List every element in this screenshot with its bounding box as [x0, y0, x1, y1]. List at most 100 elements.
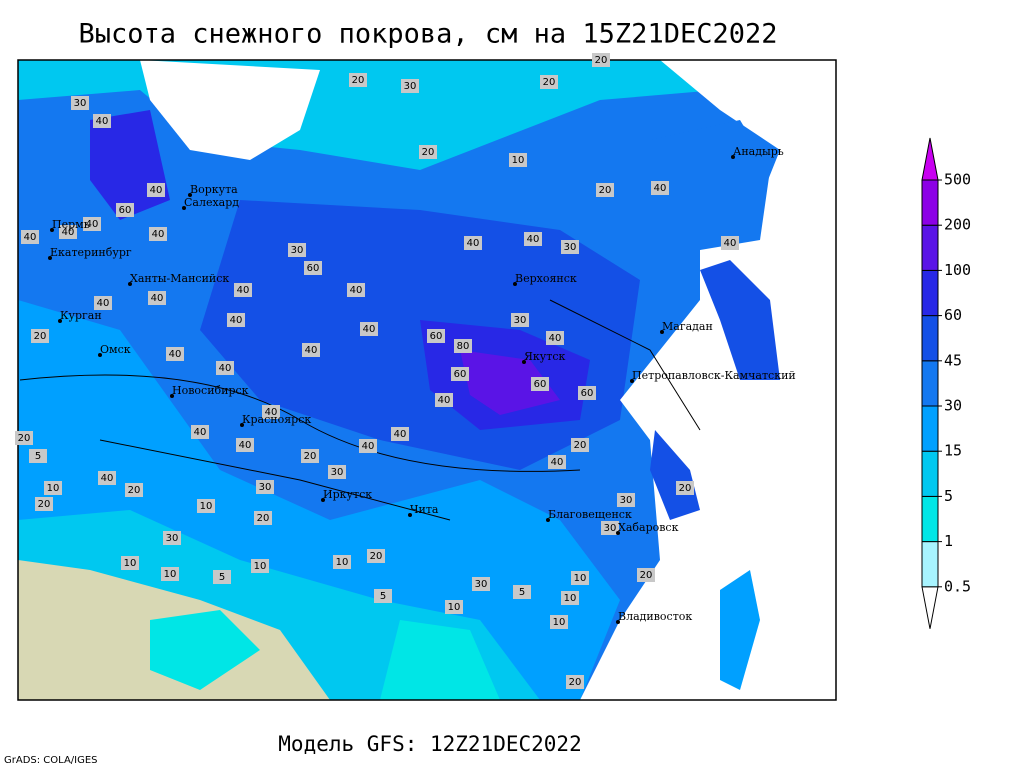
colorbar-band [921, 224, 939, 271]
contour-label-box [328, 465, 346, 479]
contour-label-box [349, 73, 367, 87]
contour-label: 40 [86, 219, 99, 230]
city-dot [630, 379, 634, 383]
contour-label-box [44, 481, 62, 495]
city-dot [408, 513, 412, 517]
city-dot [513, 282, 517, 286]
contour-label-box [29, 449, 47, 463]
colorbar-end [921, 586, 939, 629]
contour-label-box [561, 240, 579, 254]
contour-label: 40 [152, 229, 165, 240]
contour-label-box [15, 431, 33, 445]
colorbar-label: 60 [944, 306, 962, 324]
city-dot [50, 228, 54, 232]
contour-label: 20 [257, 513, 270, 524]
contour-label: 40 [239, 440, 252, 451]
city-dot [182, 206, 186, 210]
contour-label: 40 [467, 238, 480, 249]
contour-label-box [59, 225, 77, 239]
contour-label-box [116, 203, 134, 217]
contour-label-box [256, 480, 274, 494]
contour-label: 20 [370, 551, 383, 562]
model-caption: Модель GFS: 12Z21DEC2022 [278, 732, 581, 756]
colorbar-band [921, 541, 939, 588]
city-dot [128, 282, 132, 286]
city-dot [240, 423, 244, 427]
contour-label: 10 [200, 501, 213, 512]
contour-label: 20 [679, 483, 692, 494]
colorbar-band [921, 315, 939, 362]
city-dot [731, 155, 735, 159]
contour-label-box [149, 227, 167, 241]
contour-label: 10 [564, 593, 577, 604]
city-label: Верхоянск [515, 272, 577, 285]
contour-label: 30 [259, 482, 272, 493]
contour-label-box [35, 497, 53, 511]
contour-label-box [637, 568, 655, 582]
contour-label-box [374, 589, 392, 603]
contour-label: 30 [404, 81, 417, 92]
contour-label: 40 [230, 315, 243, 326]
contour-label-box [601, 521, 619, 535]
contour-label-box [419, 145, 437, 159]
contour-label: 60 [534, 379, 547, 390]
contour-label: 40 [350, 285, 363, 296]
contour-label: 40 [394, 429, 407, 440]
contour-label: 20 [128, 485, 141, 496]
contour-label-box [546, 331, 564, 345]
contour-label: 40 [62, 227, 75, 238]
contour-label: 40 [219, 363, 232, 374]
colorbar-band [921, 495, 939, 543]
contour-label: 40 [438, 395, 451, 406]
contour-label: 80 [457, 341, 470, 352]
contour-label-box [125, 483, 143, 497]
contour-label-box [472, 577, 490, 591]
contour-label: 20 [640, 570, 653, 581]
city-dot [616, 531, 620, 535]
contour-label-box [31, 329, 49, 343]
city-dot [660, 330, 664, 334]
contour-label-box [435, 393, 453, 407]
title: Высота снежного покрова, см на 15Z21DEC2… [79, 19, 778, 50]
contour-label-box [227, 313, 245, 327]
contour-label-box [121, 556, 139, 570]
contour-label: 30 [564, 242, 577, 253]
contour-label-box [71, 96, 89, 110]
colorbar-end [921, 137, 939, 181]
contour-label: 5 [35, 451, 41, 462]
city-label: Хабаровск [618, 521, 679, 534]
map-frame [17, 59, 837, 701]
city-label: Красноярск [242, 413, 311, 426]
contour-label-box [367, 549, 385, 563]
colorbar-label: 15 [944, 442, 962, 460]
contour-label-box [213, 570, 231, 584]
contour-label-box [676, 481, 694, 495]
contour-label-box [216, 361, 234, 375]
contour-label: 10 [574, 573, 587, 584]
contour-label-box [571, 438, 589, 452]
contour-label: 40 [151, 293, 164, 304]
contour-label: 20 [569, 677, 582, 688]
city-dot [616, 620, 620, 624]
contour-label-box [191, 425, 209, 439]
contour-label-box [548, 455, 566, 469]
city-dot [170, 394, 174, 398]
contour-label: 5 [519, 587, 525, 598]
contour-label-box [531, 377, 549, 391]
colorbar-label: 500 [944, 171, 971, 189]
city-dot [58, 319, 62, 323]
contour-label-box [524, 232, 542, 246]
contour-label-box [21, 230, 39, 244]
contour-label-box [511, 313, 529, 327]
contour-label: 5 [219, 572, 225, 583]
contour-label-box [401, 79, 419, 93]
contour-label-box [464, 236, 482, 250]
contour-label: 40 [101, 473, 114, 484]
contour-label: 60 [454, 369, 467, 380]
contour-label: 30 [291, 245, 304, 256]
contour-label-box [347, 283, 365, 297]
city-label: Магадан [662, 320, 713, 333]
contour-label: 40 [97, 298, 110, 309]
colorbar-band [921, 179, 939, 226]
